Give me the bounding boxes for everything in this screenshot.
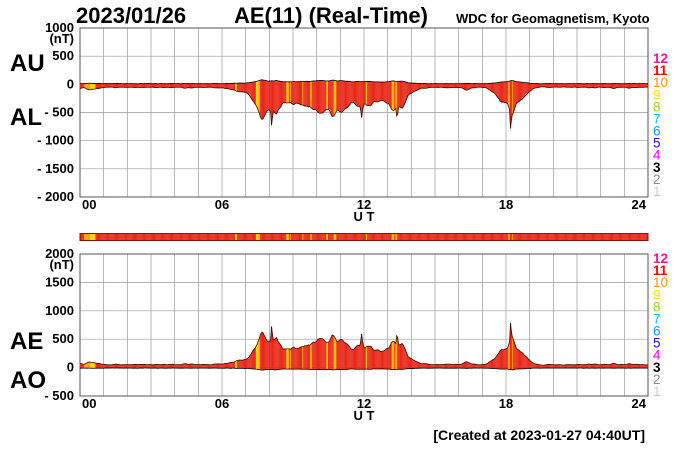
svg-text:(nT): (nT) bbox=[49, 31, 74, 46]
svg-text:18: 18 bbox=[499, 396, 513, 411]
svg-text:(nT): (nT) bbox=[49, 257, 74, 272]
svg-text:- 500: - 500 bbox=[44, 388, 74, 403]
svg-text:0: 0 bbox=[67, 76, 74, 91]
svg-text:AO: AO bbox=[10, 367, 46, 394]
svg-text:AL: AL bbox=[10, 104, 42, 131]
svg-text:06: 06 bbox=[215, 197, 229, 212]
svg-text:AE: AE bbox=[10, 328, 43, 355]
svg-text:500: 500 bbox=[52, 48, 74, 63]
svg-text:- 2000: - 2000 bbox=[37, 189, 74, 204]
svg-text:18: 18 bbox=[499, 197, 513, 212]
svg-text:1: 1 bbox=[653, 384, 661, 399]
svg-text:U T: U T bbox=[354, 408, 375, 423]
svg-text:0: 0 bbox=[67, 360, 74, 375]
svg-text:AU: AU bbox=[10, 50, 45, 77]
svg-text:- 1000: - 1000 bbox=[37, 133, 74, 148]
svg-text:500: 500 bbox=[52, 331, 74, 346]
svg-text:1: 1 bbox=[653, 184, 661, 199]
svg-text:U T: U T bbox=[354, 209, 375, 224]
svg-text:[Created at 2023-01-27 04:40UT: [Created at 2023-01-27 04:40UT] bbox=[433, 427, 645, 443]
svg-text:24: 24 bbox=[632, 396, 647, 411]
svg-text:- 1500: - 1500 bbox=[37, 161, 74, 176]
svg-text:1000: 1000 bbox=[45, 303, 74, 318]
svg-text:- 500: - 500 bbox=[44, 105, 74, 120]
svg-text:24: 24 bbox=[632, 197, 647, 212]
svg-text:00: 00 bbox=[82, 197, 96, 212]
svg-text:06: 06 bbox=[215, 396, 229, 411]
svg-text:00: 00 bbox=[82, 396, 96, 411]
svg-text:1500: 1500 bbox=[45, 274, 74, 289]
